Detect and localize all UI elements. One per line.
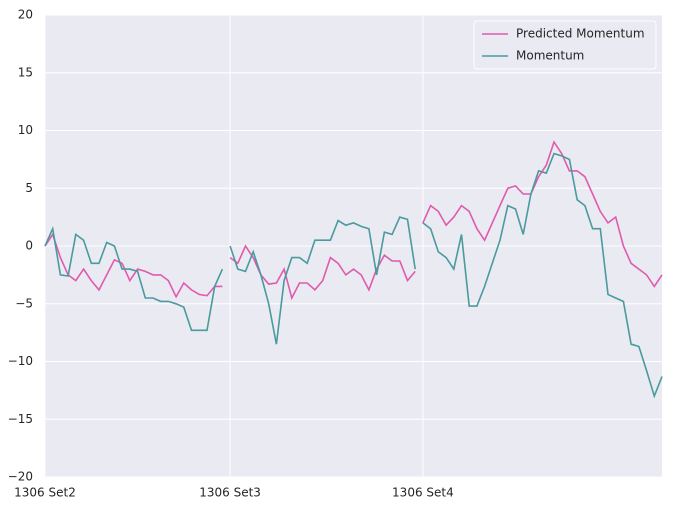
legend-label: Predicted Momentum [516,27,645,41]
y-tick-label: 5 [25,181,33,195]
y-tick-label: 15 [18,65,33,79]
x-tick-label: 1306 Set3 [199,486,261,500]
series-line [44,152,663,399]
y-tick-label: −20 [8,470,33,484]
y-tick-label: −10 [8,354,33,368]
legend-label: Momentum [516,49,584,63]
y-tick-label: −5 [15,296,33,310]
y-tick-label: 20 [18,8,33,22]
y-tick-label: 0 [25,239,33,253]
y-tick-label: 10 [18,123,33,137]
legend-box [473,20,657,70]
x-tick-label: 1306 Set2 [14,486,76,500]
y-tick-label: −15 [8,412,33,426]
x-tick-label: 1306 Set4 [392,486,454,500]
